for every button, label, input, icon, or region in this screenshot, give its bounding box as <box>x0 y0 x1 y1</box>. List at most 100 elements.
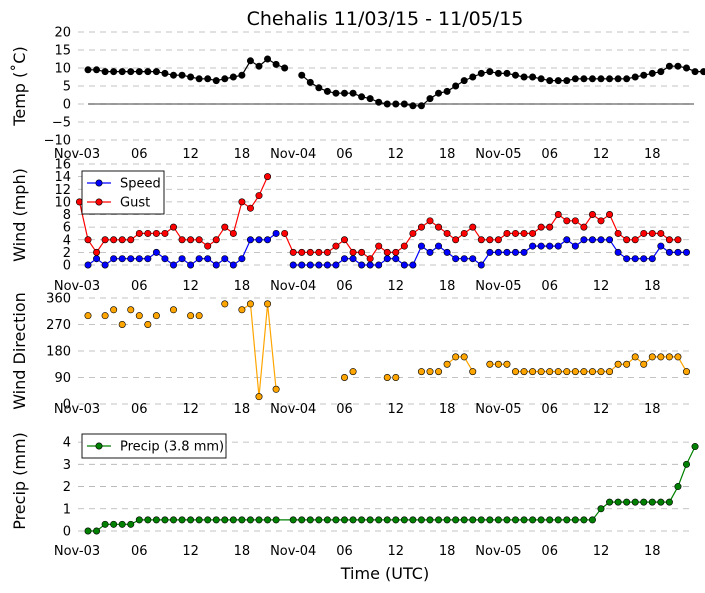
data-point <box>554 516 562 524</box>
data-point <box>691 68 699 76</box>
data-point <box>665 248 673 256</box>
data-point <box>392 255 400 263</box>
data-point <box>383 373 391 381</box>
data-point <box>221 300 229 308</box>
data-point <box>349 368 357 376</box>
data-point <box>272 229 280 237</box>
data-point <box>238 198 246 206</box>
y-tick-label: 360 <box>46 292 71 307</box>
data-point <box>503 360 511 368</box>
data-point <box>187 516 195 524</box>
data-point <box>700 68 705 76</box>
data-point <box>426 217 434 225</box>
data-point <box>529 368 537 376</box>
data-point <box>246 236 254 244</box>
data-point <box>289 248 297 256</box>
x-tick-label: 12 <box>388 147 405 162</box>
data-point <box>665 353 673 361</box>
data-point <box>486 516 494 524</box>
data-point <box>118 320 126 328</box>
data-point <box>563 217 571 225</box>
data-point <box>529 516 537 524</box>
data-point <box>110 306 118 314</box>
data-point <box>323 261 331 269</box>
data-point <box>298 71 306 79</box>
x-tick-label: 12 <box>593 279 610 294</box>
data-point <box>657 498 665 506</box>
data-point <box>135 229 143 237</box>
data-point <box>674 353 682 361</box>
data-point <box>648 255 656 263</box>
x-tick-label: Nov-03 <box>54 147 100 162</box>
data-point <box>272 516 280 524</box>
data-point <box>187 312 195 320</box>
data-point <box>340 236 348 244</box>
data-point <box>494 248 502 256</box>
data-point <box>195 516 203 524</box>
data-point <box>332 89 340 97</box>
x-tick-label: 12 <box>593 544 610 559</box>
data-point <box>306 261 314 269</box>
data-point <box>623 498 631 506</box>
y-tick-label: 10 <box>54 195 71 210</box>
data-point <box>537 75 545 83</box>
data-point <box>358 516 366 524</box>
x-tick-label: 12 <box>388 402 405 417</box>
data-point <box>127 255 135 263</box>
data-point <box>93 255 101 263</box>
legend-label: Speed <box>120 177 161 192</box>
data-point <box>597 368 605 376</box>
data-point <box>435 89 443 97</box>
data-point <box>255 192 263 200</box>
x-tick-label: Nov-05 <box>475 279 521 294</box>
data-point <box>161 516 169 524</box>
data-point <box>597 217 605 225</box>
data-point <box>640 360 648 368</box>
x-tick-label: Nov-03 <box>54 544 100 559</box>
data-point <box>674 62 682 70</box>
data-point <box>161 229 169 237</box>
data-point <box>657 242 665 250</box>
data-point <box>298 261 306 269</box>
data-point <box>315 248 323 256</box>
data-point <box>469 223 477 231</box>
y-tick-label: 16 <box>54 158 71 173</box>
data-point <box>546 242 554 250</box>
y-tick-label: 8 <box>63 208 71 223</box>
data-point <box>212 77 220 85</box>
data-point <box>400 242 408 250</box>
chart-title: Chehalis 11/03/15 - 11/05/15 <box>247 8 524 30</box>
data-point <box>101 312 109 320</box>
data-point <box>170 516 178 524</box>
data-point <box>494 360 502 368</box>
x-tick-label: 12 <box>182 402 199 417</box>
data-point <box>435 516 443 524</box>
data-point <box>127 68 135 76</box>
data-point <box>358 93 366 101</box>
data-point <box>238 516 246 524</box>
data-point <box>469 368 477 376</box>
data-point <box>452 353 460 361</box>
data-point <box>229 229 237 237</box>
data-point <box>409 229 417 237</box>
data-point <box>264 516 272 524</box>
data-point <box>452 255 460 263</box>
x-tick-label: Nov-05 <box>475 544 521 559</box>
data-point <box>554 242 562 250</box>
data-point <box>648 69 656 77</box>
data-point <box>246 57 254 65</box>
data-point <box>101 261 109 269</box>
series-speed <box>84 229 690 269</box>
data-point <box>443 516 451 524</box>
data-point <box>246 204 254 212</box>
data-point <box>682 248 690 256</box>
x-tick-label: 12 <box>182 279 199 294</box>
data-point <box>306 516 314 524</box>
data-point <box>460 516 468 524</box>
data-point <box>101 236 109 244</box>
data-point <box>298 516 306 524</box>
data-point <box>503 69 511 77</box>
data-point <box>511 368 519 376</box>
data-point <box>460 353 468 361</box>
data-point <box>110 520 118 528</box>
